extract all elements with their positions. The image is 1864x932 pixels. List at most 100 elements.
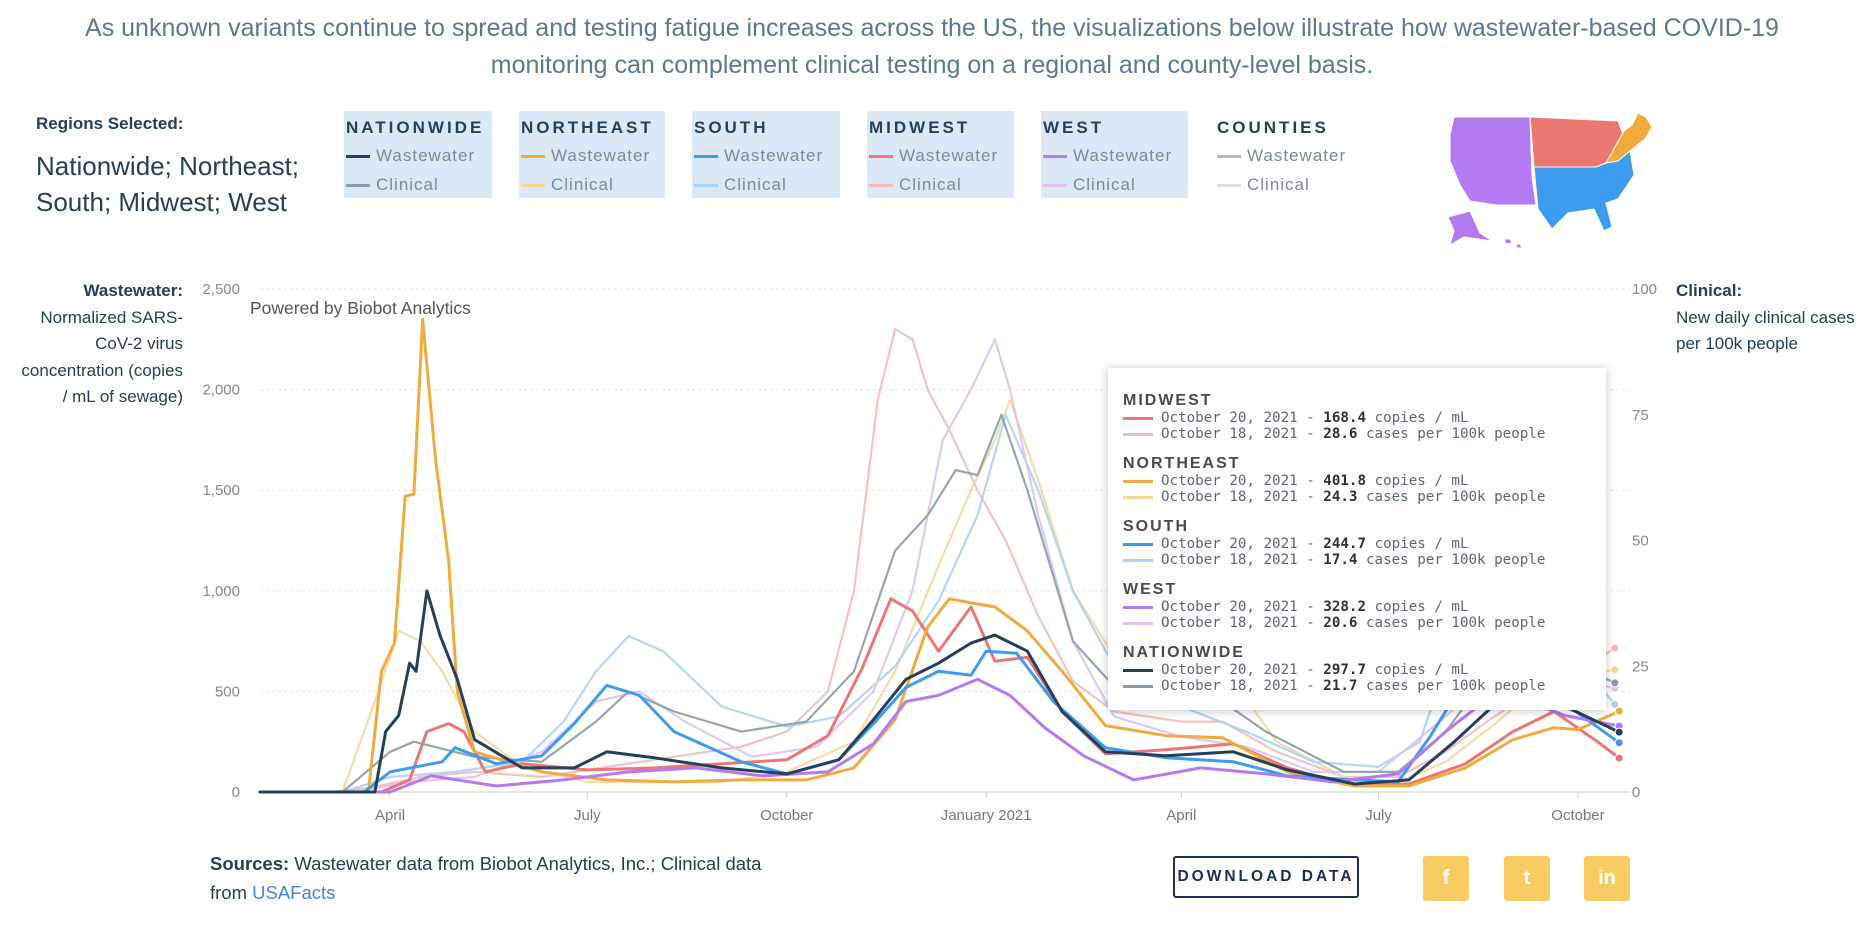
legend-clinical-label: Clinical [724,175,787,194]
series-clinical-midwest [258,328,1616,794]
legend-group-title: COUNTIES [1217,118,1329,137]
series-wastewater-northeast [258,317,1621,794]
tooltip-ww-date: October 20, 2021 [1161,536,1298,552]
x-tick-label: October [760,807,813,824]
chart-tooltip: MIDWEST October 20, 2021 - 168.4 copies /… [1108,368,1606,710]
y-right-tick-label: 50 [1632,533,1649,550]
clinical-swatch [346,184,370,188]
clinical-swatch [694,184,718,188]
legend-wastewater-row[interactable]: Wastewater [867,141,1014,170]
tooltip-cl-date: October 18, 2021 [1161,489,1298,505]
legend-group-midwest[interactable]: MIDWEST Wastewater Clinical [867,111,1014,198]
usafacts-link[interactable]: USAFacts [252,882,336,903]
legend-wastewater-row[interactable]: Wastewater [692,141,840,170]
legend-clinical-row[interactable]: Clinical [519,170,665,199]
map-region-south[interactable] [1533,150,1635,232]
facebook-share-button[interactable]: f [1423,856,1469,901]
x-tick-label: July [1365,807,1392,824]
tooltip-cl-unit: cases per 100k people [1366,552,1546,568]
legend-wastewater-label: Wastewater [724,146,824,165]
tooltip-ww-value: 244.7 [1323,536,1367,552]
tooltip-clinical-row: October 18, 2021 - 28.6 cases per 100k p… [1123,426,1606,442]
tooltip-clinical-row: October 18, 2021 - 20.6 cases per 100k p… [1123,615,1606,631]
linkedin-share-button[interactable]: in [1584,856,1630,901]
tooltip-cl-date: October 18, 2021 [1161,678,1298,694]
legend-clinical-label: Clinical [376,175,439,194]
legend-clinical-label: Clinical [1247,175,1310,194]
endpoint-clinical-south [1610,699,1620,709]
map-region-hawaii[interactable] [1503,238,1523,249]
wastewater-swatch [694,155,718,159]
legend-group-title: MIDWEST [869,118,971,137]
tooltip-cl-value: 28.6 [1323,426,1358,442]
series-clinical-northeast [258,398,1616,794]
tooltip-cl-value: 20.6 [1323,615,1358,631]
tooltip-ww-unit: copies / mL [1374,536,1469,552]
twitter-share-button[interactable]: t [1504,856,1550,901]
clinical-swatch [1043,184,1067,188]
legend-group-nationwide[interactable]: NATIONWIDE Wastewater Clinical [344,111,492,198]
tooltip-wastewater-swatch [1123,479,1153,483]
tooltip-region: WEST [1123,581,1178,598]
tooltip-clinical-swatch [1123,621,1153,625]
legend-wastewater-label: Wastewater [899,146,999,165]
tooltip-cl-date: October 18, 2021 [1161,426,1298,442]
left-axis-title-bold: Wastewater: [83,281,183,300]
clinical-swatch [521,184,545,188]
map-region-west[interactable] [1449,116,1537,206]
y-right-tick-label: 25 [1632,658,1649,675]
regions-selected-heading: Regions Selected: [36,114,184,133]
y-left-tick-label: 0 [232,784,240,801]
tooltip-cl-value: 21.7 [1323,678,1358,694]
tooltip-group-west: WEST October 20, 2021 - 328.2 copies / mL… [1123,581,1606,631]
endpoint-wastewater-northeast [1614,706,1624,716]
tooltip-ww-value: 328.2 [1323,599,1367,615]
tooltip-cl-date: October 18, 2021 [1161,552,1298,568]
wastewater-swatch [1043,155,1067,159]
tooltip-ww-unit: copies / mL [1374,662,1469,678]
x-tick-label: July [574,807,601,824]
legend-wastewater-row[interactable]: Wastewater [1041,141,1188,170]
download-data-button[interactable]: DOWNLOAD DATA [1173,856,1359,898]
tooltip-ww-unit: copies / mL [1374,473,1469,489]
legend-wastewater-row[interactable]: Wastewater [519,141,665,170]
y-right-tick-label: 0 [1632,784,1640,801]
legend-group-northeast[interactable]: NORTHEAST Wastewater Clinical [519,111,665,198]
sources-label: Sources: [210,853,290,874]
left-axis-subtitle: Normalized SARS-CoV-2 virus concentratio… [21,307,183,407]
legend-group-counties[interactable]: COUNTIES Wastewater Clinical [1215,111,1365,198]
tooltip-wastewater-swatch [1123,542,1153,546]
legend-group-west[interactable]: WEST Wastewater Clinical [1041,111,1188,198]
tooltip-wastewater-row: October 20, 2021 - 297.7 copies / mL [1123,662,1606,678]
y-left-tick-label: 500 [215,683,240,700]
y-right-tick-label: 100 [1632,281,1657,298]
us-region-map[interactable] [1440,105,1670,253]
tooltip-group-south: SOUTH October 20, 2021 - 244.7 copies / m… [1123,518,1606,568]
legend-wastewater-row[interactable]: Wastewater [1215,141,1365,170]
tooltip-region: NORTHEAST [1123,455,1241,472]
tooltip-ww-date: October 20, 2021 [1161,473,1298,489]
legend-wastewater-row[interactable]: Wastewater [344,141,492,170]
legend-group-title: NORTHEAST [521,118,654,137]
tooltip-wastewater-row: October 20, 2021 - 244.7 copies / mL [1123,536,1606,552]
right-axis-title-bold: Clinical: [1676,281,1743,300]
tooltip-clinical-swatch [1123,684,1153,688]
legend-group-south[interactable]: SOUTH Wastewater Clinical [692,111,840,198]
y-right-tick-label: 75 [1632,407,1649,424]
y-left-tick-label: 1,000 [202,583,240,600]
facebook-icon: f [1442,867,1450,889]
tooltip-cl-date: October 18, 2021 [1161,615,1298,631]
sources-body: Wastewater data from Biobot Analytics, I… [210,853,762,903]
legend-clinical-row[interactable]: Clinical [867,170,1014,199]
legend-clinical-row[interactable]: Clinical [692,170,840,199]
legend-clinical-row[interactable]: Clinical [1215,170,1365,199]
tooltip-group-midwest: MIDWEST October 20, 2021 - 168.4 copies /… [1123,392,1606,442]
regions-selected-text: Nationwide; Northeast; South; Midwest; W… [36,151,300,217]
tooltip-ww-date: October 20, 2021 [1161,410,1298,426]
tooltip-group-northeast: NORTHEAST October 20, 2021 - 401.8 copies… [1123,455,1606,505]
tooltip-wastewater-row: October 20, 2021 - 168.4 copies / mL [1123,410,1606,426]
map-region-alaska[interactable] [1447,210,1493,247]
legend-clinical-row[interactable]: Clinical [1041,170,1188,199]
legend-clinical-row[interactable]: Clinical [344,170,492,199]
tooltip-clinical-row: October 18, 2021 - 24.3 cases per 100k p… [1123,489,1606,505]
